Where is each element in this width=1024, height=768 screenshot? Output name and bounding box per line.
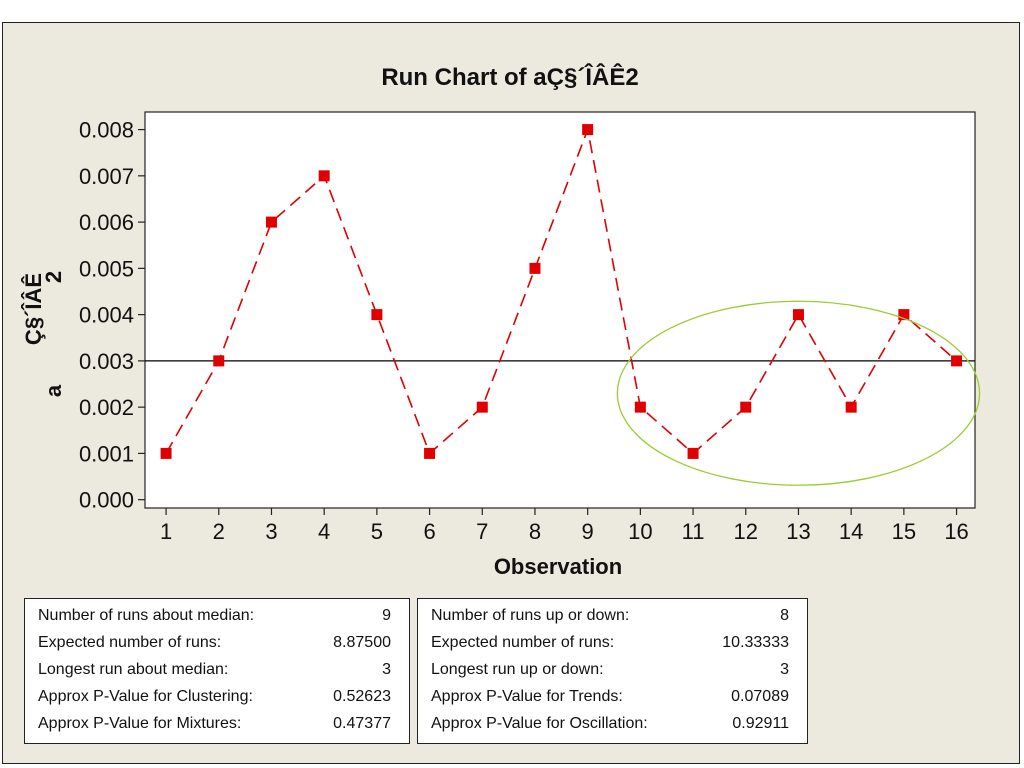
y-tick-label: 0.001 [79,441,134,466]
y-tick-label: 0.000 [79,488,134,513]
data-point [424,447,436,459]
y-tick-label: 0.006 [79,210,134,235]
stats-value: 0.52623 [333,688,391,705]
data-point [951,355,963,367]
stats-row: Number of runs about median: 9 [38,604,391,628]
x-axis-ticks: 1 2 3 4 5 6 7 8 9 10 11 12 13 14 15 16 [160,508,969,544]
plot-area [144,111,976,509]
stats-value: 10.33333 [722,634,789,651]
y-axis-label: Ç§´ÎÂÊ a 2 [21,271,66,397]
x-tick-label: 15 [892,519,916,544]
run-chart: Run Chart of aÇ§´ÎÂÊ2 0.0000.0010.0020.0… [21,63,981,579]
data-point [371,309,383,321]
x-tick-label: 11 [682,519,705,544]
stats-label: Approx P-Value for Trends: [431,688,623,705]
data-point [792,309,804,321]
stats-value: 3 [780,661,789,678]
y-axis-ticks: 0.000 0.001 0.002 0.003 0.004 0.005 0.006 0.007… [79,118,145,513]
y-tick-label: 0.002 [79,395,134,420]
data-point [318,170,330,182]
data-point [845,401,857,413]
x-axis-label: Observation [494,554,622,579]
stats-value: 8.87500 [333,634,391,651]
stats-value: 0.92911 [732,715,789,732]
x-tick-label: 7 [476,519,488,544]
stats-value: 0.47377 [333,715,391,732]
data-point [687,447,699,459]
stats-row: Approx P-Value for Oscillation: 0.92911 [431,712,789,736]
stats-box-runs-about-median: Number of runs about median: 9 Expected … [24,598,410,744]
stats-row: Expected number of runs: 8.87500 [38,631,391,655]
x-tick-label: 8 [529,519,541,544]
x-tick-label: 1 [160,519,172,544]
stats-value: 9 [382,607,391,624]
x-tick-label: 3 [265,519,277,544]
series-line [165,126,958,455]
stats-label: Approx P-Value for Clustering: [38,688,253,705]
highlight-ellipse [616,300,981,486]
x-tick-label: 2 [213,519,225,544]
stats-row: Approx P-Value for Clustering: 0.52623 [38,685,391,709]
stats-label: Number of runs up or down: [431,607,630,624]
stats-row: Longest run up or down: 3 [431,658,789,682]
y-axis-label-a: a [41,384,66,397]
stats-label: Approx P-Value for Mixtures: [38,715,242,732]
stats-row: Expected number of runs: 10.33333 [431,631,789,655]
y-tick-label: 0.003 [79,349,134,374]
stats-value: 0.07089 [731,688,789,705]
stats-row: Approx P-Value for Mixtures: 0.47377 [38,712,391,736]
data-point [529,262,541,274]
data-point [265,216,277,228]
stats-row: Number of runs up or down: 8 [431,604,789,628]
y-tick-label: 0.007 [79,164,134,189]
data-point [160,447,172,459]
stats-value: 3 [382,661,391,678]
x-tick-label: 12 [734,519,758,544]
data-point [898,309,910,321]
stats-label: Approx P-Value for Oscillation: [431,715,648,732]
data-point [634,401,646,413]
stats-row: Approx P-Value for Trends: 0.07089 [431,685,789,709]
stats-label: Expected number of runs: [38,634,222,651]
y-tick-label: 0.004 [79,303,134,328]
stats-label: Longest run up or down: [431,661,604,678]
data-point [582,124,594,136]
x-tick-label: 9 [582,519,594,544]
stats-label: Number of runs about median: [38,607,255,624]
stats-label: Longest run about median: [38,661,229,678]
chart-title: Run Chart of aÇ§´ÎÂÊ2 [381,63,638,91]
data-point [476,401,488,413]
stats-value: 8 [780,607,789,624]
stats-box-runs-up-down: Number of runs up or down: 8 Expected nu… [417,598,808,744]
x-tick-label: 13 [786,519,810,544]
data-point [213,355,225,367]
y-tick-label: 0.005 [79,256,134,281]
stats-label: Expected number of runs: [431,634,615,651]
x-tick-label: 10 [628,519,652,544]
x-tick-label: 16 [944,519,968,544]
data-point [740,401,752,413]
x-tick-label: 14 [839,519,863,544]
y-axis-label-subscript: 2 [41,271,66,283]
x-tick-label: 5 [371,519,383,544]
y-axis-label-main: Ç§´ÎÂÊ [21,273,46,345]
data-points [160,124,963,459]
y-tick-label: 0.008 [79,118,134,143]
x-tick-label: 4 [318,519,330,544]
x-tick-label: 6 [423,519,435,544]
stats-row: Longest run about median: 3 [38,658,391,682]
chart-window: Run Chart of aÇ§´ÎÂÊ2 0.000 0.001 0.002 0.0… [2,22,1020,764]
